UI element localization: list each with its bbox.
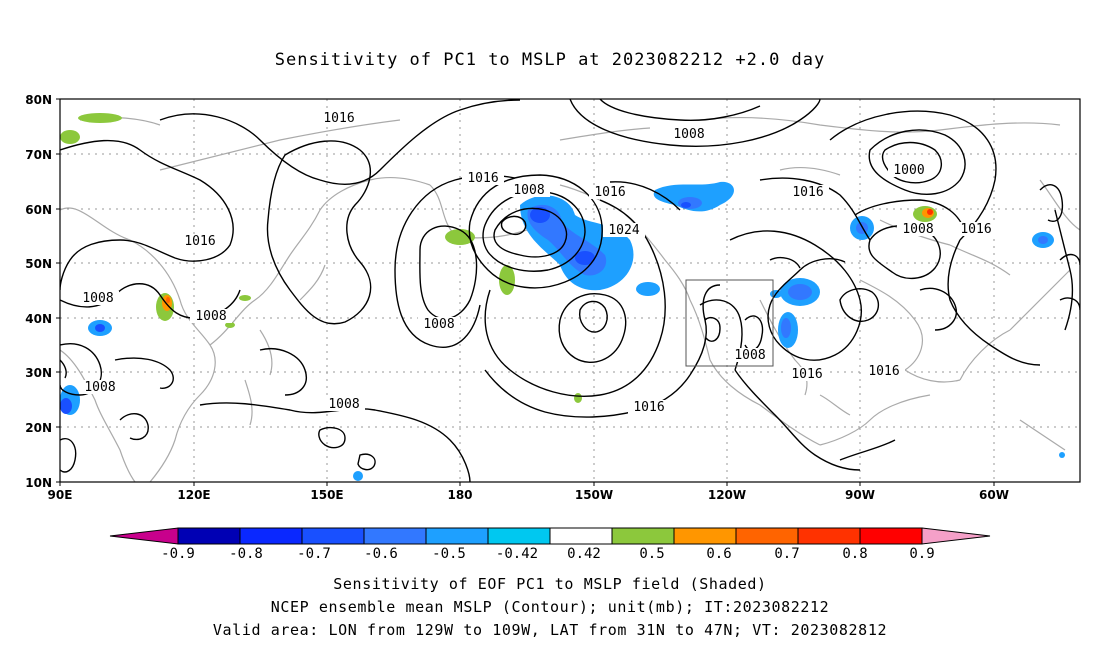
colorbar-label: -0.8 xyxy=(229,546,263,562)
contour-label: 1016 xyxy=(467,171,498,186)
lon-label: 150W xyxy=(575,488,613,502)
contour-label: 1016 xyxy=(960,222,991,237)
contour-labels: 1016 1008 1016 1008 1016 1024 1016 1000 … xyxy=(77,111,997,415)
contour-label: 1016 xyxy=(868,364,899,379)
lon-label: 150E xyxy=(310,488,343,502)
colorbar-label: 0.8 xyxy=(842,546,867,562)
colorbar-label: -0.7 xyxy=(297,546,331,562)
lat-label: 10N xyxy=(25,476,52,490)
colorbar-label: -0.6 xyxy=(364,546,398,562)
colorbar-segment xyxy=(363,527,427,545)
lon-label: 120W xyxy=(708,488,746,502)
caption-line-1: Sensitivity of EOF PC1 to MSLP field (Sh… xyxy=(333,575,767,593)
lat-label: 30N xyxy=(25,366,52,380)
colorbar-segment xyxy=(487,527,551,545)
contour-label: 1008 xyxy=(902,222,933,237)
lon-label: 120E xyxy=(177,488,210,502)
lat-label: 40N xyxy=(25,312,52,326)
caption-line-3: Valid area: LON from 129W to 109W, LAT f… xyxy=(212,621,888,639)
contour-label: 1008 xyxy=(513,183,544,198)
contour-label: 1016 xyxy=(633,400,664,415)
contour-label: 1008 xyxy=(423,317,454,332)
colorbar-right-triangle xyxy=(921,527,991,545)
lon-label: 180 xyxy=(447,488,472,502)
contour-label: 1008 xyxy=(84,380,115,395)
colorbar-segment xyxy=(859,527,923,545)
colorbar-segment xyxy=(797,527,861,545)
colorbar-left-triangle xyxy=(109,527,179,545)
lat-label: 70N xyxy=(25,148,52,162)
lon-label: 90W xyxy=(845,488,875,502)
lat-label: 60N xyxy=(25,203,52,217)
colorbar-label: 0.5 xyxy=(639,546,664,562)
contour-label: 1016 xyxy=(323,111,354,126)
contour-label: 1024 xyxy=(608,223,639,238)
contour-label: 1016 xyxy=(791,367,822,382)
colorbar-label: 0.9 xyxy=(909,546,934,562)
latitude-labels: 80N 70N 60N 50N 40N 30N 20N 10N xyxy=(25,93,52,490)
sensitivity-shading xyxy=(60,113,1065,481)
colorbar-segment xyxy=(301,527,365,545)
colorbar-label: -0.5 xyxy=(432,546,466,562)
lat-label: 80N xyxy=(25,93,52,107)
colorbar-segment xyxy=(611,527,675,545)
colorbar-segment xyxy=(549,527,613,545)
colorbar-label: -0.42 xyxy=(496,546,538,562)
contour-label: 1016 xyxy=(792,185,823,200)
colorbar-segment xyxy=(673,527,737,545)
contour-label: 1016 xyxy=(184,234,215,249)
map-frame xyxy=(59,98,1081,483)
valid-area-box xyxy=(685,279,774,367)
caption-line-2: NCEP ensemble mean MSLP (Contour); unit(… xyxy=(270,598,830,616)
colorbar-label: 0.7 xyxy=(774,546,799,562)
contour-label: 1000 xyxy=(893,163,924,178)
colorbar-labels: -0.9 -0.8 -0.7 -0.6 -0.5 -0.42 0.42 0.5 … xyxy=(161,546,935,562)
contour-label: 1008 xyxy=(195,309,226,324)
colorbar xyxy=(109,527,991,545)
contour-label: 1008 xyxy=(673,127,704,142)
colorbar-segment xyxy=(425,527,489,545)
colorbar-label: 0.42 xyxy=(567,546,601,562)
colorbar-label: 0.6 xyxy=(706,546,731,562)
longitude-labels: 90E 120E 150E 180 150W 120W 90W 60W xyxy=(48,488,1009,502)
colorbar-segment xyxy=(239,527,303,545)
contour-label: 1008 xyxy=(82,291,113,306)
contour-label: 1008 xyxy=(734,348,765,363)
colorbar-segment xyxy=(735,527,799,545)
gridlines xyxy=(60,99,1080,482)
lat-label: 50N xyxy=(25,257,52,271)
lon-label: 90E xyxy=(48,488,73,502)
map-title: Sensitivity of PC1 to MSLP at 2023082212… xyxy=(274,50,826,70)
axis-ticks xyxy=(56,98,995,486)
colorbar-segment xyxy=(177,527,241,545)
colorbar-label: -0.9 xyxy=(161,546,195,562)
contour-label: 1016 xyxy=(594,185,625,200)
contour-label: 1008 xyxy=(328,397,359,412)
lon-label: 60W xyxy=(979,488,1009,502)
lat-label: 20N xyxy=(25,421,52,435)
